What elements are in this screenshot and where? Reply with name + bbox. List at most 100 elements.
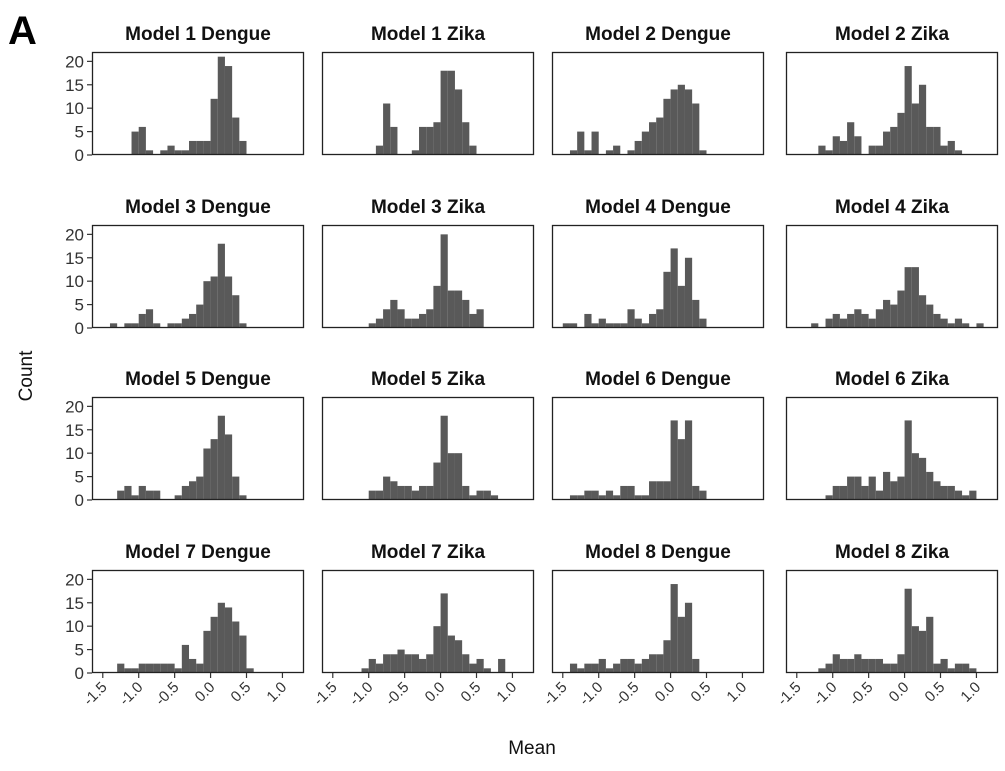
histogram-bar bbox=[203, 630, 211, 673]
histogram-bar bbox=[196, 140, 204, 155]
x-tick-label: -1.0 bbox=[576, 679, 606, 709]
histogram-bar bbox=[375, 490, 384, 500]
panel-border bbox=[551, 569, 765, 674]
panel-title: Model 4 Dengue bbox=[585, 197, 731, 218]
plot-area bbox=[551, 224, 765, 329]
histogram-bar bbox=[854, 476, 862, 500]
panel-border bbox=[785, 51, 999, 156]
panel-14: Model 7 Zika -1.5 -1.0 -0.5 0.0 0.5 1.0 bbox=[310, 542, 535, 709]
x-tick-label: 0.5 bbox=[228, 679, 255, 706]
histogram-bar bbox=[663, 98, 671, 155]
histogram-bar bbox=[447, 635, 455, 673]
histogram-bar bbox=[861, 485, 869, 500]
panel-border bbox=[551, 396, 765, 501]
plot-area: 0 5 10 15 20 bbox=[65, 396, 305, 510]
histogram-bar bbox=[454, 640, 463, 673]
histogram-bar bbox=[897, 654, 905, 673]
histogram-bar bbox=[670, 248, 678, 328]
histogram-bar bbox=[677, 84, 685, 155]
histogram-bar bbox=[239, 140, 247, 155]
histogram-bar bbox=[918, 295, 927, 328]
histogram-bar bbox=[677, 616, 685, 673]
histogram-bar bbox=[861, 313, 869, 328]
histogram-bar bbox=[447, 70, 455, 155]
x-tick-label: 1.0 bbox=[957, 679, 984, 706]
histogram-bar bbox=[656, 117, 664, 155]
histogram-bar bbox=[890, 481, 898, 500]
histogram-bar bbox=[217, 602, 225, 673]
histogram-bar bbox=[663, 271, 671, 328]
histogram-bar bbox=[397, 485, 405, 500]
panel-title: Model 2 Zika bbox=[835, 24, 949, 45]
histogram-bar bbox=[404, 318, 412, 328]
plot-area: -1.5 -1.0 -0.5 0.0 0.5 1.0 bbox=[774, 569, 999, 709]
y-tick-label: 0 bbox=[75, 664, 84, 683]
y-tick-label: 20 bbox=[65, 570, 84, 589]
histogram-bar bbox=[847, 122, 855, 155]
histogram-bar bbox=[131, 131, 139, 155]
histogram-bar bbox=[883, 471, 891, 500]
histogram-bar bbox=[627, 309, 635, 328]
histogram-bar bbox=[598, 495, 606, 500]
histogram-bar bbox=[562, 323, 570, 328]
histogram-bar bbox=[933, 481, 941, 500]
panel-border bbox=[321, 569, 535, 674]
histogram-bar bbox=[569, 150, 578, 155]
histogram-bar bbox=[189, 658, 197, 673]
y-tick-label: 10 bbox=[65, 444, 84, 463]
histogram-bar bbox=[189, 140, 197, 155]
histogram-bar bbox=[462, 122, 470, 155]
histogram-bar bbox=[440, 593, 448, 673]
histogram-bar bbox=[174, 323, 182, 328]
histogram-bar bbox=[189, 313, 197, 328]
panel-title: Model 6 Dengue bbox=[585, 369, 731, 390]
histogram-bar bbox=[954, 150, 963, 155]
histogram-bar bbox=[926, 304, 934, 328]
histogram-bar bbox=[663, 481, 671, 500]
histogram-bar bbox=[390, 299, 398, 328]
x-tick-label: 0.5 bbox=[922, 679, 949, 706]
histogram-bar bbox=[868, 145, 876, 155]
panel-border bbox=[321, 396, 535, 501]
histogram-bar bbox=[591, 490, 599, 500]
histogram-bar bbox=[684, 602, 693, 673]
panel-9: Model 5 Dengue 0 5 10 15 20 bbox=[65, 369, 305, 510]
histogram-bar bbox=[160, 150, 168, 155]
histogram-bar bbox=[447, 290, 455, 328]
histogram-bar bbox=[138, 485, 146, 500]
histogram-bar bbox=[390, 126, 398, 155]
histogram-bar bbox=[854, 309, 862, 328]
histogram-bar bbox=[605, 490, 614, 500]
histogram-bar bbox=[954, 318, 963, 328]
histogram-bar bbox=[375, 145, 384, 155]
histogram-bar bbox=[839, 485, 848, 500]
histogram-bar bbox=[577, 495, 585, 500]
panel-4: Model 2 Zika bbox=[785, 24, 999, 156]
histogram-bar bbox=[811, 323, 819, 328]
histogram-bar bbox=[670, 89, 678, 155]
x-tick-label: 0.5 bbox=[688, 679, 715, 706]
histogram-bar bbox=[404, 485, 412, 500]
histogram-bar bbox=[153, 490, 161, 500]
histogram-bar bbox=[641, 658, 650, 673]
histogram-bar bbox=[904, 420, 912, 500]
panel-title: Model 3 Zika bbox=[371, 197, 485, 218]
histogram-bar bbox=[613, 323, 621, 328]
y-tick-label: 20 bbox=[65, 397, 84, 416]
histogram-bar bbox=[181, 150, 190, 155]
histogram-bar bbox=[634, 140, 642, 155]
histogram-bar bbox=[174, 668, 182, 673]
panel-title: Model 5 Dengue bbox=[125, 369, 271, 390]
histogram-bar bbox=[613, 495, 621, 500]
histogram-bar bbox=[131, 323, 139, 328]
histogram-bar bbox=[375, 318, 384, 328]
histogram-bar bbox=[839, 658, 848, 673]
histogram-bar bbox=[426, 485, 434, 500]
histogram-bar bbox=[476, 309, 484, 328]
histogram-bar bbox=[462, 654, 470, 673]
histogram-bar bbox=[138, 126, 146, 155]
panel-title: Model 1 Dengue bbox=[125, 24, 271, 45]
histogram-bar bbox=[692, 485, 700, 500]
x-tick-label: -0.5 bbox=[846, 679, 876, 709]
panel-2: Model 1 Zika bbox=[321, 24, 535, 156]
